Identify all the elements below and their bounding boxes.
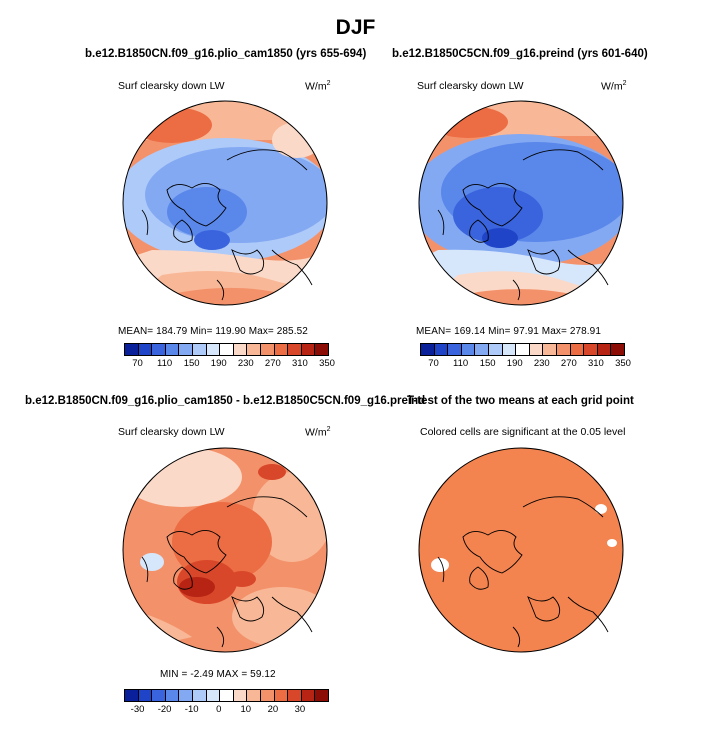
- colorbar-difference-tick-label: 20: [267, 704, 279, 715]
- units-label-preind: W/m2: [601, 80, 627, 93]
- colorbar-plio-tick-label: 190: [210, 358, 227, 369]
- colorbar-plio-tick-label: 70: [132, 358, 143, 369]
- stats-difference: MIN = -2.49 MAX = 59.12: [160, 669, 276, 680]
- colorbar-difference-tick-label: -20: [157, 704, 172, 715]
- colorbar-difference: [124, 689, 329, 702]
- colorbar-plio-swatch: [288, 344, 302, 355]
- colorbar-preind-swatch: [475, 344, 489, 355]
- colorbar-plio-swatch: [220, 344, 234, 355]
- colorbar-plio-swatch: [165, 344, 180, 355]
- colorbar-preind-swatch: [434, 344, 449, 355]
- panel-title-preind: b.e12.B1850C5CN.f09_g16.preind (yrs 601-…: [392, 48, 648, 60]
- colorbar-preind-swatch: [502, 344, 517, 355]
- colorbar-difference-swatch: [192, 690, 207, 701]
- colorbar-plio-swatch: [138, 344, 153, 355]
- colorbar-ticks-difference: -30 -20 -10 0 10 20 30: [124, 704, 329, 718]
- colorbar-plio-tick-label: 230: [237, 358, 254, 369]
- colorbar-plio-swatch: [179, 344, 193, 355]
- colorbar-difference-swatch: [220, 690, 234, 701]
- colorbar-difference-tick-label: -10: [184, 704, 199, 715]
- colorbar-ticks-preind: 70 110 150 190 230 270 310 350: [420, 358, 631, 372]
- map-preind: [418, 100, 624, 306]
- colorbar-preind: [420, 343, 625, 356]
- colorbar-difference-swatch: [260, 690, 275, 701]
- colorbar-plio-swatch: [206, 344, 221, 355]
- colorbar-preind-swatch: [543, 344, 557, 355]
- colorbar-preind-swatch: [556, 344, 571, 355]
- colorbar-preind-tick-label: 270: [560, 358, 577, 369]
- significance-note: Colored cells are significant at the 0.0…: [420, 426, 626, 438]
- colorbar-plio-swatch: [192, 344, 207, 355]
- colorbar-preind-tick-label: 70: [428, 358, 439, 369]
- colorbar-difference-tick-label: 0: [216, 704, 222, 715]
- colorbar-plio-tick-label: 310: [291, 358, 308, 369]
- colorbar-difference-tick-label: 30: [294, 704, 306, 715]
- colorbar-plio-swatch: [274, 344, 289, 355]
- colorbar-difference-swatch: [138, 690, 153, 701]
- panel-title-plio: b.e12.B1850CN.f09_g16.plio_cam1850 (yrs …: [85, 48, 367, 60]
- colorbar-plio-tick-label: 110: [157, 358, 173, 369]
- map-difference: [122, 447, 328, 653]
- colorbar-difference-swatch: [301, 690, 316, 701]
- colorbar-preind-swatch: [421, 344, 435, 355]
- colorbar-ticks-plio: 70 110 150 190 230 270 310 350: [124, 358, 335, 372]
- colorbar-preind-tick-label: 230: [533, 358, 550, 369]
- map-ttest: [418, 447, 624, 653]
- colorbar-plio-swatch: [247, 344, 261, 355]
- colorbar-preind-swatch: [461, 344, 476, 355]
- colorbar-difference-swatch: [179, 690, 193, 701]
- colorbar-preind-swatch: [529, 344, 544, 355]
- colorbar-plio-swatch: [301, 344, 316, 355]
- main-title: DJF: [335, 16, 376, 39]
- units-label-difference: W/m2: [305, 426, 331, 439]
- colorbar-plio: [124, 343, 329, 356]
- colorbar-preind-swatch: [570, 344, 585, 355]
- colorbar-difference-swatch: [288, 690, 302, 701]
- colorbar-plio-swatch: [260, 344, 275, 355]
- colorbar-preind-swatch: [584, 344, 598, 355]
- colorbar-difference-swatch: [165, 690, 180, 701]
- stats-plio: MEAN= 184.79 Min= 119.90 Max= 285.52: [118, 326, 308, 337]
- panel-title-difference: b.e12.B1850CN.f09_g16.plio_cam1850 - b.e…: [25, 395, 426, 407]
- colorbar-preind-tick-label: 310: [587, 358, 604, 369]
- colorbar-plio-swatch: [125, 344, 139, 355]
- colorbar-preind-tick-label: 150: [479, 358, 496, 369]
- colorbar-plio-swatch: [152, 344, 166, 355]
- colorbar-difference-swatch: [247, 690, 261, 701]
- stats-preind: MEAN= 169.14 Min= 97.91 Max= 278.91: [416, 326, 602, 337]
- variable-label-difference: Surf clearsky down LW: [118, 426, 225, 438]
- colorbar-plio-tick-label: 270: [264, 358, 281, 369]
- colorbar-preind-swatch: [597, 344, 612, 355]
- colorbar-difference-swatch: [206, 690, 221, 701]
- colorbar-difference-swatch: [274, 690, 289, 701]
- panel-title-ttest: T-test of the two means at each grid poi…: [407, 395, 634, 407]
- colorbar-preind-tick-label: 350: [615, 358, 631, 369]
- colorbar-plio-tick-label: 350: [319, 358, 335, 369]
- colorbar-difference-tick-label: 10: [240, 704, 252, 715]
- map-plio: [122, 100, 328, 306]
- colorbar-preind-tick-label: 190: [506, 358, 523, 369]
- colorbar-difference-swatch: [315, 690, 328, 701]
- colorbar-difference-swatch: [125, 690, 139, 701]
- colorbar-plio-swatch: [315, 344, 328, 355]
- variable-label-plio: Surf clearsky down LW: [118, 80, 225, 92]
- colorbar-difference-swatch: [233, 690, 248, 701]
- colorbar-plio-swatch: [233, 344, 248, 355]
- colorbar-preind-swatch: [488, 344, 503, 355]
- colorbar-preind-swatch: [611, 344, 624, 355]
- variable-label-preind: Surf clearsky down LW: [417, 80, 524, 92]
- colorbar-plio-tick-label: 150: [183, 358, 200, 369]
- colorbar-difference-tick-label: -30: [130, 704, 145, 715]
- colorbar-preind-swatch: [448, 344, 462, 355]
- colorbar-preind-tick-label: 110: [453, 358, 469, 369]
- units-label-plio: W/m2: [305, 80, 331, 93]
- colorbar-difference-swatch: [152, 690, 166, 701]
- colorbar-preind-swatch: [516, 344, 530, 355]
